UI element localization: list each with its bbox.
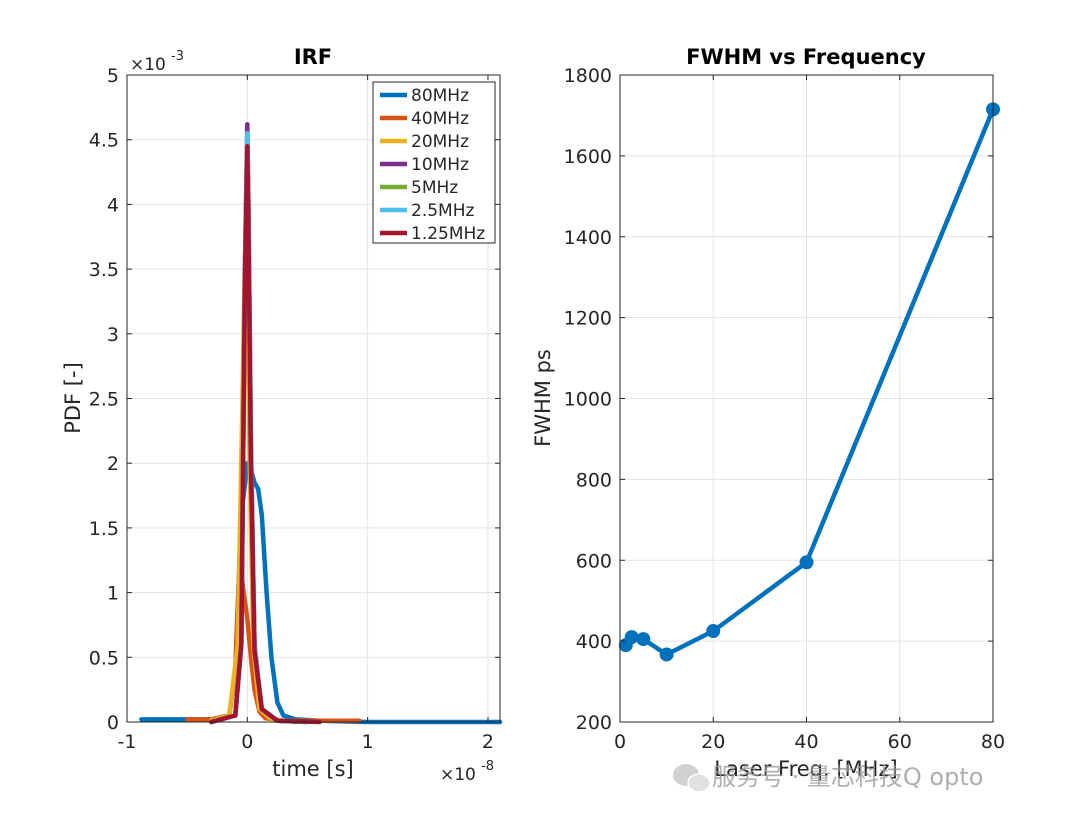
legend-label-10MHz: 10MHz	[411, 155, 469, 175]
fwhm-data-point	[636, 632, 651, 647]
irf-y-tick-label: 0	[107, 712, 119, 734]
fwhm-x-tick-label: 60	[888, 731, 912, 753]
irf-title: IRF	[294, 45, 332, 69]
fwhm-y-tick-label: 1800	[564, 65, 612, 87]
watermark-text: 服务号 · 量芯科技Q opto	[712, 763, 983, 791]
irf-y-label: PDF [-]	[61, 362, 85, 434]
irf-series-1.25MHz	[208, 143, 322, 725]
fwhm-x-tick-label: 20	[701, 731, 725, 753]
irf-y-tick-label: 4	[107, 194, 119, 216]
irf-y-tick-label: 2.5	[89, 389, 119, 411]
irf-y-tick-label: 2	[107, 453, 119, 475]
fwhm-y-tick-label: 1600	[564, 146, 612, 168]
fwhm-y-tick-label: 1200	[564, 308, 612, 330]
irf-y-tick-label: 1.5	[89, 518, 119, 540]
fwhm-axes: 0 20 40 60 80 200 400 600 800 1000 1200 1400 1600 180…	[531, 45, 1005, 781]
irf-y-exponent: -3	[171, 49, 184, 64]
wechat-icon	[673, 764, 711, 793]
irf-x-label: time [s]	[272, 757, 353, 781]
irf-x-tick-label: 0	[241, 731, 253, 753]
irf-y-tick-label: 0.5	[89, 647, 119, 669]
watermark: 服务号 · 量芯科技Q opto	[673, 763, 983, 793]
irf-axes: -1 0 1 200.511.522.533.544.55 IRF time [s] …	[61, 45, 503, 785]
fwhm-x-tick-label: 40	[794, 731, 818, 753]
irf-y-tick-label: 5	[107, 65, 119, 87]
irf-ticks: -1 0 1 200.511.522.533.544.55	[89, 65, 500, 753]
irf-y-tick-label: 3	[107, 324, 119, 346]
fwhm-y-label: FWHM ps	[531, 349, 555, 447]
legend-label-1.25MHz: 1.25MHz	[411, 224, 485, 244]
legend-label-20MHz: 20MHz	[411, 132, 469, 152]
fwhm-series-line	[618, 102, 1000, 662]
irf-x-tick-label: -1	[118, 731, 137, 753]
fwhm-y-tick-label: 1400	[564, 227, 612, 249]
legend-label-5MHz: 5MHz	[411, 178, 458, 198]
irf-x-tick-label: 1	[362, 731, 374, 753]
fwhm-data-point	[799, 555, 814, 570]
irf-y-tick-label: 3.5	[89, 259, 119, 281]
irf-legend: 80MHz 40MHz 20MHz 10MHz 5MHz 2.5MHz 1.25MHz	[372, 81, 496, 244]
fwhm-y-tick-label: 400	[576, 631, 612, 653]
fwhm-x-tick-label: 0	[614, 731, 626, 753]
fwhm-y-tick-label: 200	[576, 712, 612, 734]
fwhm-data-point	[624, 630, 639, 645]
irf-y-exponent-base: ×10	[130, 55, 166, 75]
fwhm-x-label: Laser Freq. [MHz]	[714, 757, 897, 781]
fwhm-y-tick-label: 1000	[564, 389, 612, 411]
irf-x-tick-label: 2	[482, 731, 494, 753]
irf-x-exponent: -8	[481, 759, 494, 774]
fwhm-data-point	[706, 624, 721, 639]
fwhm-y-tick-label: 800	[576, 469, 612, 491]
irf-y-tick-label: 4.5	[89, 130, 119, 152]
fwhm-ticks: 0 20 40 60 80 200 400 600 800 1000 1200 1400 1600 180…	[564, 65, 1005, 753]
legend-label-40MHz: 40MHz	[411, 109, 469, 129]
legend-label-2.5MHz: 2.5MHz	[411, 201, 474, 221]
fwhm-x-tick-label: 80	[981, 731, 1005, 753]
irf-x-exponent-base: ×10	[440, 765, 476, 785]
irf-y-tick-label: 1	[107, 583, 119, 605]
fwhm-y-tick-label: 600	[576, 550, 612, 572]
irf-series-lines	[139, 121, 503, 725]
fwhm-title: FWHM vs Frequency	[686, 45, 926, 69]
fwhm-data-point	[659, 647, 674, 662]
legend-label-80MHz: 80MHz	[411, 86, 469, 106]
